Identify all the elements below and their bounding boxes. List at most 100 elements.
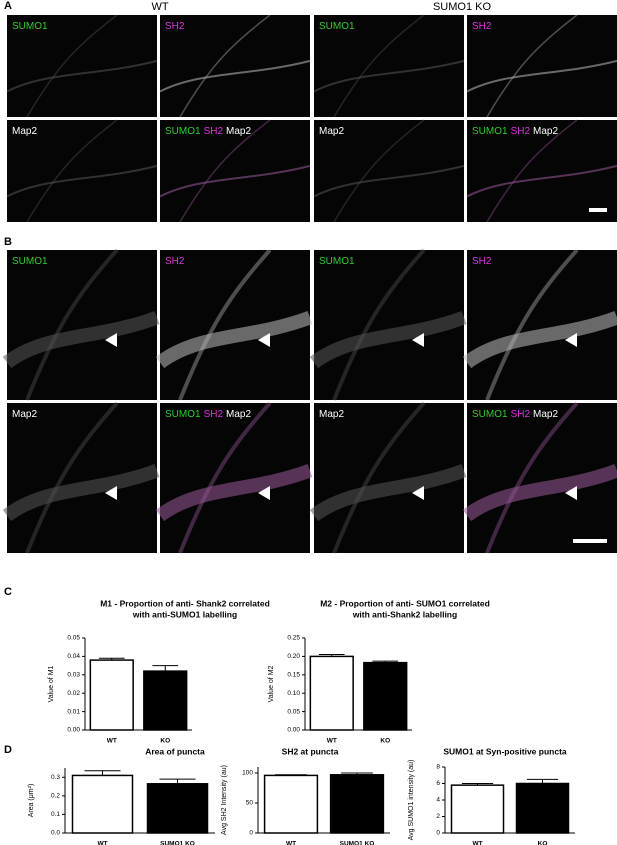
- dendrite: [26, 119, 118, 223]
- image-label: Map2: [319, 126, 344, 137]
- bar: [363, 661, 408, 731]
- image-label: SUMO1 SH2 Map2: [472, 409, 558, 420]
- x-tick-label: KO: [380, 738, 390, 745]
- dendrite: [313, 59, 465, 93]
- x-tick-label: SUMO1 KO: [340, 841, 375, 845]
- channel-label: SUMO1: [165, 409, 201, 420]
- bar: [515, 782, 570, 834]
- y-tick-label: 100: [242, 770, 253, 777]
- dendrite: [333, 14, 425, 118]
- channel-label: Map2: [319, 126, 344, 137]
- y-axis-label: Avg SUMO1 intensity (au): [408, 760, 415, 841]
- dendrite: [485, 248, 579, 401]
- channel-label: SUMO1: [319, 21, 355, 32]
- arrowhead: [412, 486, 424, 500]
- y-tick-label: 0.15: [287, 672, 300, 679]
- y-tick-label: 2: [436, 813, 440, 820]
- image-label: Map2: [319, 409, 344, 420]
- dendrite: [485, 401, 579, 554]
- image-label: SH2: [472, 21, 492, 32]
- dendrite: [178, 248, 272, 401]
- image-label: SUMO1 SH2 Map2: [165, 126, 251, 137]
- chart-title: with anti-SUMO1 labelling: [132, 609, 237, 619]
- y-tick-label: 6: [436, 780, 440, 787]
- image-label: SUMO1: [12, 256, 48, 267]
- image-label: Map2: [12, 126, 37, 137]
- x-tick-label: KO: [160, 738, 170, 745]
- y-tick-label: 0.25: [287, 635, 300, 642]
- chart-title: SUMO1 at Syn-positive puncta: [443, 746, 567, 756]
- y-tick-label: 0.1: [51, 811, 60, 818]
- y-tick-label: 8: [436, 764, 440, 771]
- channel-label: Map2: [226, 126, 251, 137]
- chart-title: Area of puncta: [145, 746, 205, 756]
- bar: [89, 659, 134, 731]
- dendrite: [333, 119, 425, 223]
- channel-label: SUMO1: [319, 256, 355, 267]
- y-tick-label: 0.10: [287, 690, 300, 697]
- channel-label: Map2: [12, 409, 37, 420]
- bar: [450, 784, 505, 834]
- y-tick-label: 0.20: [287, 653, 300, 660]
- channel-label: SH2: [472, 21, 492, 32]
- channel-label: SUMO1: [165, 126, 201, 137]
- dendrite: [462, 310, 617, 369]
- arrowhead: [412, 333, 424, 347]
- image-label: SUMO1 SH2 Map2: [165, 409, 251, 420]
- dendrite: [155, 310, 313, 369]
- x-tick-label: WT: [107, 738, 117, 745]
- channel-label: Map2: [12, 126, 37, 137]
- chart-title: with anti-Shank2 labelling: [352, 609, 457, 619]
- panel-label: C: [4, 586, 12, 598]
- chart-title: M2 - Proportion of anti- SUMO1 correlate…: [320, 598, 490, 608]
- channel-label: SUMO1: [472, 126, 508, 137]
- arrowhead: [258, 486, 270, 500]
- channel-label: SH2: [165, 256, 185, 267]
- image-label: SUMO1: [12, 21, 48, 32]
- scale-bar: [573, 539, 607, 543]
- dendrite: [332, 248, 426, 401]
- channel-label: Map2: [226, 409, 251, 420]
- dendrite: [178, 401, 272, 554]
- x-tick-label: WT: [472, 841, 482, 845]
- arrowhead: [565, 333, 577, 347]
- x-tick-label: KO: [538, 841, 548, 845]
- y-tick-label: 0.0: [51, 830, 60, 837]
- x-tick-label: WT: [327, 738, 337, 745]
- column-header: SUMO1 KO: [433, 1, 492, 13]
- arrowhead: [565, 486, 577, 500]
- dendrite: [466, 164, 617, 198]
- y-axis-label: Value of M2: [268, 665, 275, 702]
- channel-label: SH2: [204, 409, 224, 420]
- y-tick-label: 0.01: [67, 708, 80, 715]
- y-tick-label: 0.05: [287, 708, 300, 715]
- y-tick-label: 0: [249, 830, 253, 837]
- y-axis-label: Avg SH2 Intensity (au): [221, 765, 228, 835]
- y-tick-label: 0.05: [67, 635, 80, 642]
- channel-label: Map2: [319, 409, 344, 420]
- dendrite: [26, 14, 118, 118]
- scale-bar: [589, 208, 607, 212]
- panel-label: A: [4, 0, 12, 12]
- channel-label: SH2: [511, 126, 531, 137]
- dendrite: [313, 164, 465, 198]
- bar: [309, 655, 354, 731]
- channel-label: Map2: [533, 126, 558, 137]
- dendrite: [25, 248, 119, 401]
- chart-title: SH2 at puncta: [282, 746, 339, 756]
- channel-label: SUMO1: [12, 256, 48, 267]
- dendrite: [155, 463, 313, 522]
- arrowhead: [105, 333, 117, 347]
- image-label: SUMO1: [319, 21, 355, 32]
- dendrite: [159, 164, 311, 198]
- y-tick-label: 50: [246, 800, 254, 807]
- dendrite: [462, 463, 617, 522]
- x-tick-label: WT: [97, 841, 107, 845]
- channel-label: SH2: [165, 21, 185, 32]
- image-label: SH2: [165, 256, 185, 267]
- image-label: SUMO1: [319, 256, 355, 267]
- bar: [263, 774, 319, 834]
- y-tick-label: 0.3: [51, 774, 60, 781]
- y-axis-label: Area (μm²): [28, 784, 35, 818]
